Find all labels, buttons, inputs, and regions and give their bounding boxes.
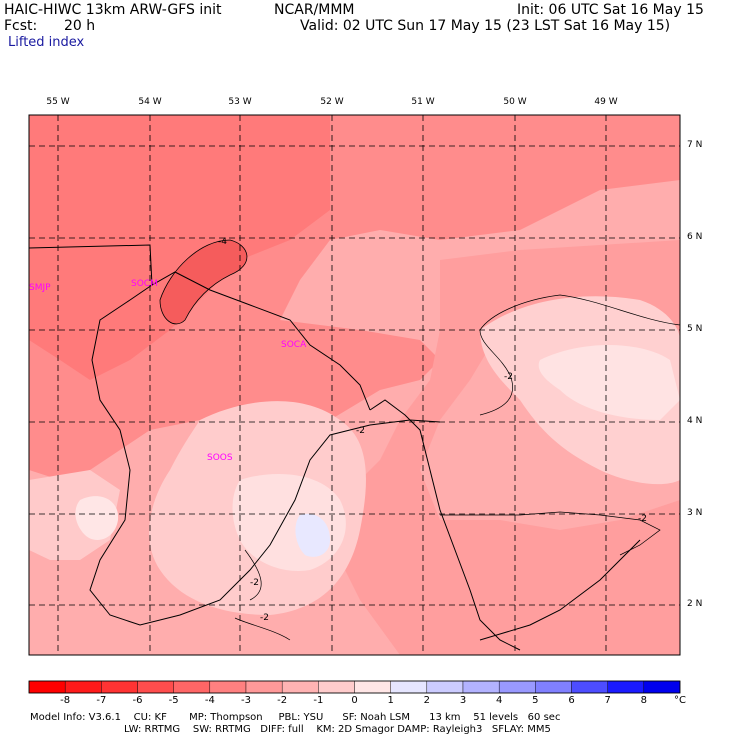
colorbar-tick-label: -8 bbox=[60, 695, 71, 706]
colorbar-tick-label: 7 bbox=[604, 695, 611, 706]
colorbar-bin bbox=[101, 680, 138, 694]
colorbar-tick-label: -3 bbox=[241, 695, 251, 706]
station-label: SOCA bbox=[281, 340, 307, 350]
lat-label: 2 N bbox=[687, 599, 703, 609]
colorbar-tick-label: 4 bbox=[495, 695, 503, 706]
lat-label: 4 N bbox=[687, 416, 703, 426]
header-init: Init: 06 UTC Sat 16 May 15 bbox=[517, 2, 704, 18]
header-fcst-value: 20 h bbox=[64, 18, 96, 34]
li-region-lightest-w bbox=[75, 496, 119, 540]
colorbar-tick-label: -1 bbox=[313, 695, 324, 706]
colorbar-tick-label: -6 bbox=[132, 695, 143, 706]
colorbar-bin bbox=[535, 680, 572, 694]
lon-label: 55 W bbox=[46, 97, 70, 107]
footer-line-1: Model Info: V3.6.1 CU: KF MP: Thompson P… bbox=[30, 712, 561, 723]
colorbar-bin bbox=[571, 680, 608, 694]
lat-label: 3 N bbox=[687, 508, 703, 518]
colorbar-bin bbox=[318, 680, 355, 694]
colorbar-bin bbox=[354, 680, 391, 694]
colorbar-bin bbox=[607, 680, 645, 694]
li-region-lightest bbox=[295, 513, 330, 557]
contour-label: -4 bbox=[218, 237, 227, 247]
header-model: HAIC-HIWC 13km ARW-GFS init bbox=[4, 2, 222, 18]
lat-label: 7 N bbox=[687, 140, 703, 150]
header-fcst-label: Fcst: bbox=[4, 18, 38, 34]
contour-label: -2 bbox=[356, 426, 365, 436]
lon-label: 54 W bbox=[138, 97, 162, 107]
li-region-lighter bbox=[538, 345, 680, 420]
colorbar-bin bbox=[28, 680, 66, 694]
station-label: SOOS bbox=[207, 453, 233, 463]
colorbar-bin bbox=[173, 680, 211, 694]
colorbar-bin bbox=[426, 680, 464, 694]
colorbar-tick-label: 2 bbox=[423, 695, 431, 706]
station-label: SMJP bbox=[29, 283, 51, 293]
contour-label: -2 bbox=[260, 613, 269, 623]
contour-label: -2 bbox=[504, 372, 513, 382]
li-region-strong-2 bbox=[29, 115, 330, 380]
colorbar-tick-label: 8 bbox=[640, 695, 648, 706]
li-region-mid bbox=[330, 240, 680, 655]
colorbar-bin bbox=[281, 680, 319, 694]
colorbar-tick-label: -5 bbox=[168, 695, 179, 706]
field-name: Lifted index bbox=[8, 35, 85, 50]
contour-lines bbox=[234, 294, 680, 641]
colorbar-bin bbox=[64, 680, 102, 694]
colorbar-tick-label: -7 bbox=[96, 695, 107, 706]
colorbar-tick-label: 0 bbox=[351, 695, 358, 706]
li-region-core bbox=[159, 239, 248, 325]
colorbar-tick-label: 6 bbox=[568, 695, 575, 706]
colorbar-tick-label: 5 bbox=[532, 695, 539, 706]
colorbar-tick-label: 3 bbox=[459, 695, 467, 706]
lat-label: 6 N bbox=[687, 232, 703, 242]
country-borders bbox=[29, 244, 641, 651]
header-agency: NCAR/MMM bbox=[274, 2, 355, 18]
header-valid: Valid: 02 UTC Sun 17 May 15 (23 LST Sat … bbox=[300, 18, 671, 34]
colorbar-tick-label: 1 bbox=[387, 695, 394, 706]
contour-label: -2 bbox=[638, 514, 647, 524]
footer-line-2: LW: RRTMG SW: RRTMG DIFF: full KM: 2D Sm… bbox=[124, 724, 551, 735]
colorbar-bin bbox=[390, 680, 428, 694]
contour-label: -2 bbox=[250, 578, 259, 588]
colorbar-bin bbox=[462, 680, 500, 694]
colorbar-tick-label: -2 bbox=[277, 695, 288, 706]
lon-label: 51 W bbox=[411, 97, 435, 107]
grid-lines bbox=[29, 115, 680, 655]
colorbar-unit: °C bbox=[674, 695, 686, 706]
colorbar-bin bbox=[245, 680, 283, 694]
lon-label: 49 W bbox=[594, 97, 618, 107]
colorbar-tick-label: -4 bbox=[204, 695, 215, 706]
colorbar-bin bbox=[498, 680, 536, 694]
colorbar-bin bbox=[137, 680, 174, 694]
colorbar-bin bbox=[643, 680, 681, 694]
colorbar bbox=[28, 680, 681, 694]
lon-label: 53 W bbox=[228, 97, 252, 107]
station-label: SOCM bbox=[131, 279, 158, 289]
lat-label: 5 N bbox=[687, 324, 703, 334]
colorbar-bin bbox=[209, 680, 247, 694]
lon-label: 50 W bbox=[503, 97, 527, 107]
lon-label: 52 W bbox=[320, 97, 344, 107]
